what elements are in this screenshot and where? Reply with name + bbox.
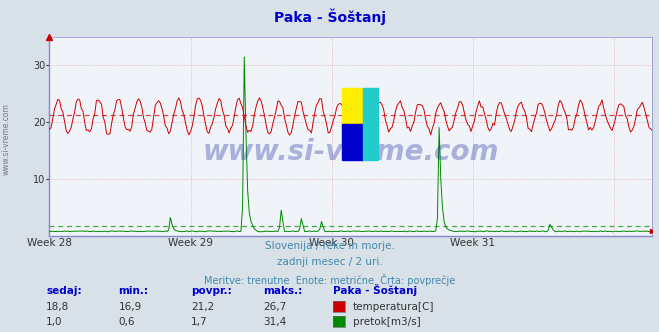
Text: 31,4: 31,4 [264, 317, 287, 327]
Text: Paka - Šoštanj: Paka - Šoštanj [333, 284, 417, 296]
Text: 16,9: 16,9 [119, 302, 142, 312]
Text: 21,2: 21,2 [191, 302, 214, 312]
Text: 0,6: 0,6 [119, 317, 135, 327]
Text: sedaj:: sedaj: [46, 286, 82, 296]
Text: 1,0: 1,0 [46, 317, 63, 327]
Text: www.si-vreme.com: www.si-vreme.com [203, 138, 499, 166]
FancyBboxPatch shape [342, 88, 363, 124]
Text: povpr.:: povpr.: [191, 286, 232, 296]
Text: Meritve: trenutne  Enote: metrične  Črta: povprečje: Meritve: trenutne Enote: metrične Črta: … [204, 274, 455, 286]
Text: Slovenija / reke in morje.: Slovenija / reke in morje. [264, 241, 395, 251]
Text: Paka - Šoštanj: Paka - Šoštanj [273, 8, 386, 25]
Text: 1,7: 1,7 [191, 317, 208, 327]
Text: zadnji mesec / 2 uri.: zadnji mesec / 2 uri. [277, 257, 382, 267]
Text: 26,7: 26,7 [264, 302, 287, 312]
FancyBboxPatch shape [342, 124, 363, 160]
Text: min.:: min.: [119, 286, 149, 296]
FancyBboxPatch shape [363, 88, 378, 160]
Text: www.si-vreme.com: www.si-vreme.com [2, 104, 11, 175]
Text: temperatura[C]: temperatura[C] [353, 302, 434, 312]
Text: maks.:: maks.: [264, 286, 303, 296]
Text: 18,8: 18,8 [46, 302, 69, 312]
Text: pretok[m3/s]: pretok[m3/s] [353, 317, 420, 327]
